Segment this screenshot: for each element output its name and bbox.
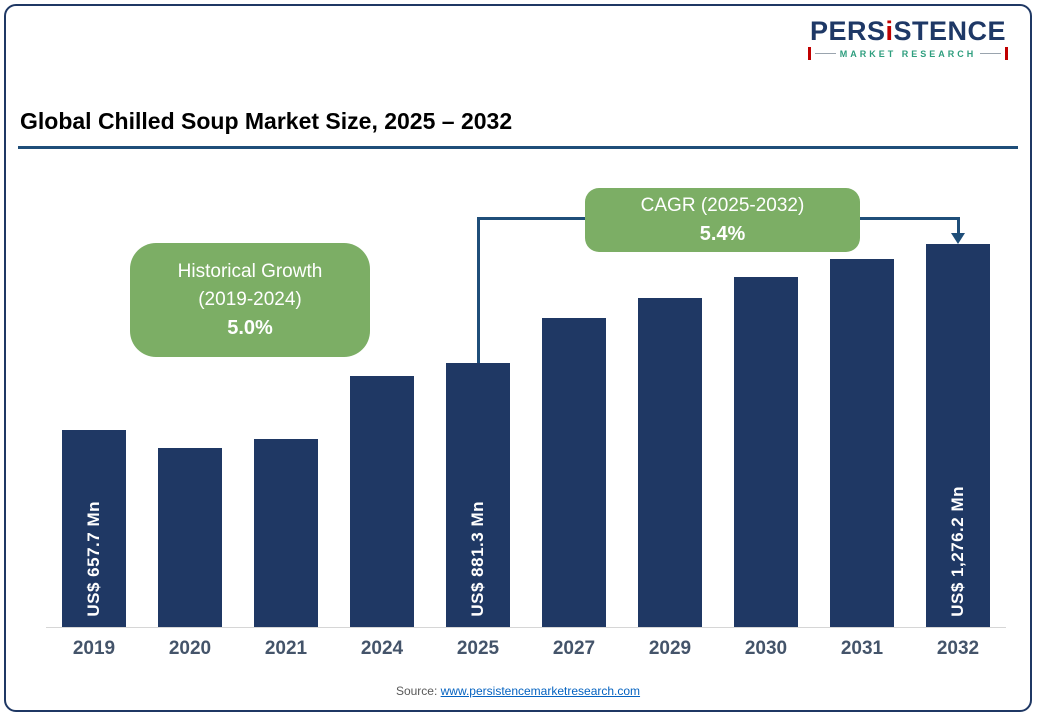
cagr-bracket-line [477,217,480,363]
bar-cell-2030 [718,158,814,627]
bar-2025: US$ 881.3 Mn [446,363,510,627]
wordmark-post: STENCE [893,16,1007,46]
tagline-right-rule [980,53,1002,54]
cagr-callout: CAGR (2025-2032) 5.4% [585,188,860,252]
historical-growth-line2: (2019-2024) [198,289,302,310]
x-axis-label-2021: 2021 [264,638,308,659]
bar-2031 [830,259,894,627]
bar-2027 [542,318,606,627]
plot-area: Historical Growth (2019-2024) 5.0% CAGR … [46,158,1006,628]
arrow-down-icon [951,233,965,244]
wordmark-red-i: i [885,16,894,46]
cagr-line1: CAGR (2025-2032) [640,195,805,216]
tagline-right-bar-icon [1005,47,1009,60]
bar-2020 [158,448,222,627]
cagr-bracket-line [957,217,960,234]
page-frame: PERSiSTENCE MARKET RESEARCH Global Chill… [4,4,1032,712]
bar-value-label-2019: US$ 657.7 Mn [84,501,103,617]
brand-tagline-row: MARKET RESEARCH [808,47,1009,60]
bar-2029 [638,298,702,627]
x-axis-label-2019: 2019 [72,638,116,659]
bar-2024 [350,376,414,627]
brand-logo: PERSiSTENCE MARKET RESEARCH [808,16,1009,60]
page-title: Global Chilled Soup Market Size, 2025 – … [20,108,513,134]
bar-2021 [254,439,318,627]
bar-value-label-2025: US$ 881.3 Mn [468,501,487,617]
bar-cell-2025: US$ 881.3 Mn [430,158,526,627]
bar-2019: US$ 657.7 Mn [62,430,126,627]
cagr-value: 5.4% [699,223,746,245]
x-axis-label-2031: 2031 [840,638,884,659]
source-prefix: Source: [395,684,438,698]
x-axis-label-2029: 2029 [648,638,692,659]
x-axis: 2019 2020 2021 2024 2025 2027 2029 2030 2031 2032 [46,638,1006,660]
title-divider [18,146,1018,149]
historical-growth-line1: Historical Growth [177,261,323,282]
bar-chart: Historical Growth (2019-2024) 5.0% CAGR … [46,158,1006,660]
wordmark-pre: PERS [809,16,886,46]
x-axis-label-2030: 2030 [744,638,788,659]
bar-2030 [734,277,798,627]
x-axis-label-2024: 2024 [360,638,404,659]
source-link[interactable]: www.persistencemarketresearch.com [440,684,641,698]
bar-value-label-2032: US$ 1,276.2 Mn [948,486,967,617]
x-axis-label-2027: 2027 [552,638,596,659]
tagline-left-bar-icon [808,47,811,60]
bar-cell-2021 [238,158,334,627]
bar-cell-2031 [814,158,910,627]
bar-cell-2019: US$ 657.7 Mn [46,158,142,627]
source-text: Source: www.persistencemarketresearch.co… [6,684,1030,698]
x-axis-label-2020: 2020 [168,638,212,659]
bar-2032: US$ 1,276.2 Mn [926,244,990,627]
bar-cell-2020 [142,158,238,627]
historical-growth-callout: Historical Growth (2019-2024) 5.0% [130,243,370,357]
brand-tagline: MARKET RESEARCH [839,48,977,59]
bar-cell-2029 [622,158,718,627]
brand-wordmark: PERSiSTENCE [808,16,1008,46]
bar-cell-2024 [334,158,430,627]
tagline-left-rule [815,53,836,54]
bar-cell-2027 [526,158,622,627]
x-axis-label-2032: 2032 [936,638,980,659]
historical-growth-value: 5.0% [227,317,273,339]
x-axis-label-2025: 2025 [456,638,500,659]
bar-cell-2032: US$ 1,276.2 Mn [910,158,1006,627]
